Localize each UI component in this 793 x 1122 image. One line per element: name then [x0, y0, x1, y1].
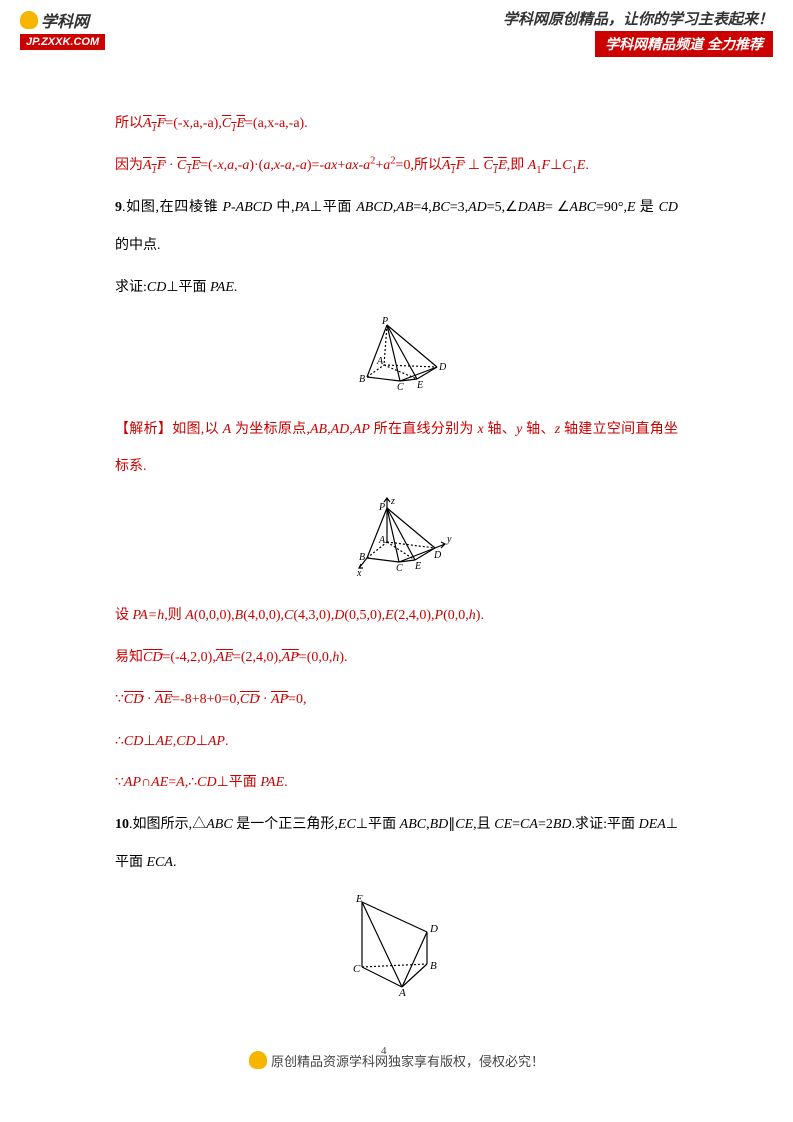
solution-line-final: ∵AP∩AE=A,∴CD⊥平面 PAE. — [115, 764, 678, 802]
text: =(-x,a,-a)·(a,x-a,-a)=-ax+ax-a2+a2=0,所以 — [200, 158, 442, 173]
footer-row: 4 原创精品资源学科网独家享有版权，侵权必究！ — [249, 1051, 544, 1070]
slogan-text: 学科网原创精品，让你的学习主表起来！ — [503, 8, 773, 29]
svg-text:E: E — [414, 561, 421, 572]
text: =(-4,2,0), — [162, 650, 215, 665]
page-footer: 4 原创精品资源学科网独家享有版权，侵权必究！ — [0, 1051, 793, 1075]
vector-a1f: A1F — [442, 158, 464, 173]
svg-text:E: E — [355, 893, 363, 905]
question-10: 10.如图所示,△ABC 是一个正三角形,EC⊥平面 ABC,BD∥CE,且 C… — [115, 806, 678, 882]
promo-bar: 学科网精品频道 全力推荐 — [595, 31, 773, 57]
vector-c1e: C1E — [484, 158, 507, 173]
vector-c1e: C1E — [177, 158, 200, 173]
svg-text:B: B — [430, 960, 437, 972]
svg-text:C: C — [397, 382, 404, 392]
solution-line-2: 因为A1F · C1E=(-x,a,-a)·(a,x-a,-a)=-ax+ax-… — [115, 147, 678, 185]
text: 所以 — [115, 116, 143, 131]
text: =(a,x-a,-a). — [245, 116, 308, 131]
text: =-8+8+0=0, — [172, 692, 240, 707]
svg-text:D: D — [438, 362, 447, 373]
svg-text:P: P — [378, 502, 385, 513]
solution-label: 【解析】 — [115, 422, 172, 437]
logo-top: 学科网 — [20, 8, 140, 32]
q9-number: 9 — [115, 200, 122, 215]
vector-ae: AE — [216, 650, 233, 665]
question-9-prove: 求证:CD⊥平面 PAE. — [115, 269, 678, 307]
svg-text:P: P — [381, 317, 388, 327]
vector-ap: AP — [282, 650, 299, 665]
text: ,即 A1F⊥C1E. — [507, 158, 589, 173]
svg-text:A: A — [376, 356, 384, 367]
svg-text:z: z — [390, 496, 395, 507]
vector-ap: AP — [271, 692, 288, 707]
text: 求证:CD⊥平面 PAE. — [115, 280, 237, 295]
solution-line-1: 所以A1F=(-x,a,-a),C1E=(a,x-a,-a). — [115, 105, 678, 143]
figure-3: E D C B A — [115, 892, 678, 1001]
vector-ae: AE — [155, 692, 172, 707]
vector-a1f: A1F — [143, 116, 165, 131]
svg-text:D: D — [429, 923, 438, 935]
svg-text:A: A — [398, 987, 406, 997]
svg-text:B: B — [359, 374, 365, 385]
pyramid-figure-2: z P A B C D E x y — [337, 496, 457, 578]
header-right: 学科网原创精品，让你的学习主表起来！ 学科网精品频道 全力推荐 — [503, 8, 773, 57]
page-content: 所以A1F=(-x,a,-a),C1E=(a,x-a,-a). 因为A1F · … — [0, 55, 793, 1001]
vector-cd: CD — [124, 692, 143, 707]
svg-text:B: B — [359, 552, 365, 563]
vector-a1f: A1F — [143, 158, 165, 173]
solution-line-vectors: 易知CD=(-4,2,0),AE=(2,4,0),AP=(0,0,h). — [115, 639, 678, 677]
svg-text:x: x — [356, 568, 362, 578]
prism-figure-3: E D C B A — [342, 892, 452, 997]
vector-c1e: C1E — [222, 116, 245, 131]
solution-line-dot: ∵CD · AE=-8+8+0=0,CD · AP=0, — [115, 681, 678, 719]
vector-cd: CD — [240, 692, 259, 707]
svg-text:D: D — [433, 550, 442, 561]
logo-url: JP.ZXXK.COM — [20, 34, 105, 50]
page-header: 学科网 JP.ZXXK.COM 学科网原创精品，让你的学习主表起来！ 学科网精品… — [0, 0, 793, 55]
text: 易知 — [115, 650, 143, 665]
brand-text: 学科网 — [41, 8, 89, 32]
solution-line-perp: ∴CD⊥AE,CD⊥AP. — [115, 723, 678, 761]
logo-icon — [20, 11, 38, 29]
q10-text: .如图所示,△ABC 是一个正三角形,EC⊥平面 ABC,BD∥CE,且 CE=… — [115, 817, 678, 870]
footer-logo-icon — [249, 1051, 267, 1069]
svg-text:C: C — [353, 963, 361, 975]
q9-text: .如图,在四棱锥 P-ABCD 中,PA⊥平面 ABCD,AB=4,BC=3,A… — [115, 200, 678, 253]
text: 如图,以 A 为坐标原点,AB,AD,AP 所在直线分别为 x 轴、y 轴、z … — [115, 422, 678, 475]
svg-text:A: A — [378, 535, 386, 546]
pyramid-figure-1: P A B C D E — [342, 317, 452, 392]
question-9: 9.如图,在四棱锥 P-ABCD 中,PA⊥平面 ABCD,AB=4,BC=3,… — [115, 189, 678, 265]
text: 设 PA=h,则 A(0,0,0),B(4,0,0),C(4,3,0),D(0,… — [115, 608, 484, 623]
solution-line-set: 设 PA=h,则 A(0,0,0),B(4,0,0),C(4,3,0),D(0,… — [115, 597, 678, 635]
text: =(-x,a,-a), — [165, 116, 221, 131]
text: 因为 — [115, 158, 143, 173]
text: =(0,0,h). — [299, 650, 348, 665]
text: ∵AP∩AE=A,∴CD⊥平面 PAE. — [115, 775, 288, 790]
text: ∴CD⊥AE,CD⊥AP. — [115, 734, 228, 749]
svg-text:E: E — [416, 380, 423, 391]
figure-1: P A B C D E — [115, 317, 678, 396]
figure-2: z P A B C D E x y — [115, 496, 678, 582]
vector-cd: CD — [143, 650, 162, 665]
svg-text:C: C — [396, 563, 403, 574]
solution-9-intro: 【解析】如图,以 A 为坐标原点,AB,AD,AP 所在直线分别为 x 轴、y … — [115, 411, 678, 487]
footer-text: 4 原创精品资源学科网独家享有版权，侵权必究！ — [271, 1051, 544, 1070]
q10-number: 10 — [115, 817, 129, 832]
svg-text:y: y — [446, 534, 452, 545]
page-number: 4 — [381, 1045, 387, 1057]
text: =(2,4,0), — [233, 650, 282, 665]
logo-block: 学科网 JP.ZXXK.COM — [20, 8, 140, 50]
text: ∵ — [115, 692, 124, 707]
